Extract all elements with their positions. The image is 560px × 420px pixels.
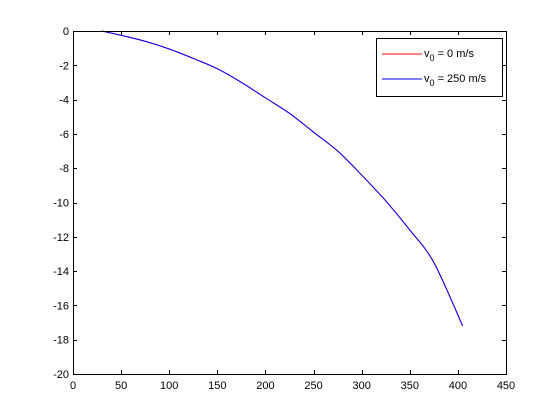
y-tick-label: -8 xyxy=(59,163,69,175)
x-tick-label: 200 xyxy=(256,380,274,392)
x-tick-label: 450 xyxy=(497,380,515,392)
axes-frame xyxy=(73,31,507,375)
series-line-1 xyxy=(101,30,464,327)
plot-area xyxy=(101,30,464,327)
x-tick-label: 100 xyxy=(160,380,178,392)
y-tick-label: -4 xyxy=(59,95,69,107)
y-tick-label: -18 xyxy=(53,335,69,347)
y-tick-label: -2 xyxy=(59,60,69,72)
axis-tick-labels: 0 50 100 150 200 250 300 350 400 450 0 -2 -4 -6 -8 -10 -… xyxy=(53,26,515,392)
legend-entry-1: v0 = 250 m/s xyxy=(424,73,487,88)
y-tick-label: -16 xyxy=(53,300,69,312)
legend: v0 = 0 m/s v0 = 250 m/s xyxy=(376,38,503,97)
y-tick-label: -6 xyxy=(59,129,69,141)
legend-entry-0: v0 = 0 m/s xyxy=(424,48,474,63)
y-tick-label: -10 xyxy=(53,198,69,210)
x-tick-label: 250 xyxy=(304,380,322,392)
x-tick-label: 350 xyxy=(401,380,419,392)
y-tick-label: 0 xyxy=(63,26,69,38)
y-tick-label: -20 xyxy=(53,369,69,381)
x-tick-label: 0 xyxy=(70,380,76,392)
x-tick-label: 50 xyxy=(115,380,127,392)
y-tick-label: -12 xyxy=(53,232,69,244)
legend-box xyxy=(376,38,503,97)
x-tick-label: 400 xyxy=(449,380,467,392)
y-tick-label: -14 xyxy=(53,266,69,278)
x-tick-label: 150 xyxy=(208,380,226,392)
x-tick-label: 300 xyxy=(352,380,370,392)
